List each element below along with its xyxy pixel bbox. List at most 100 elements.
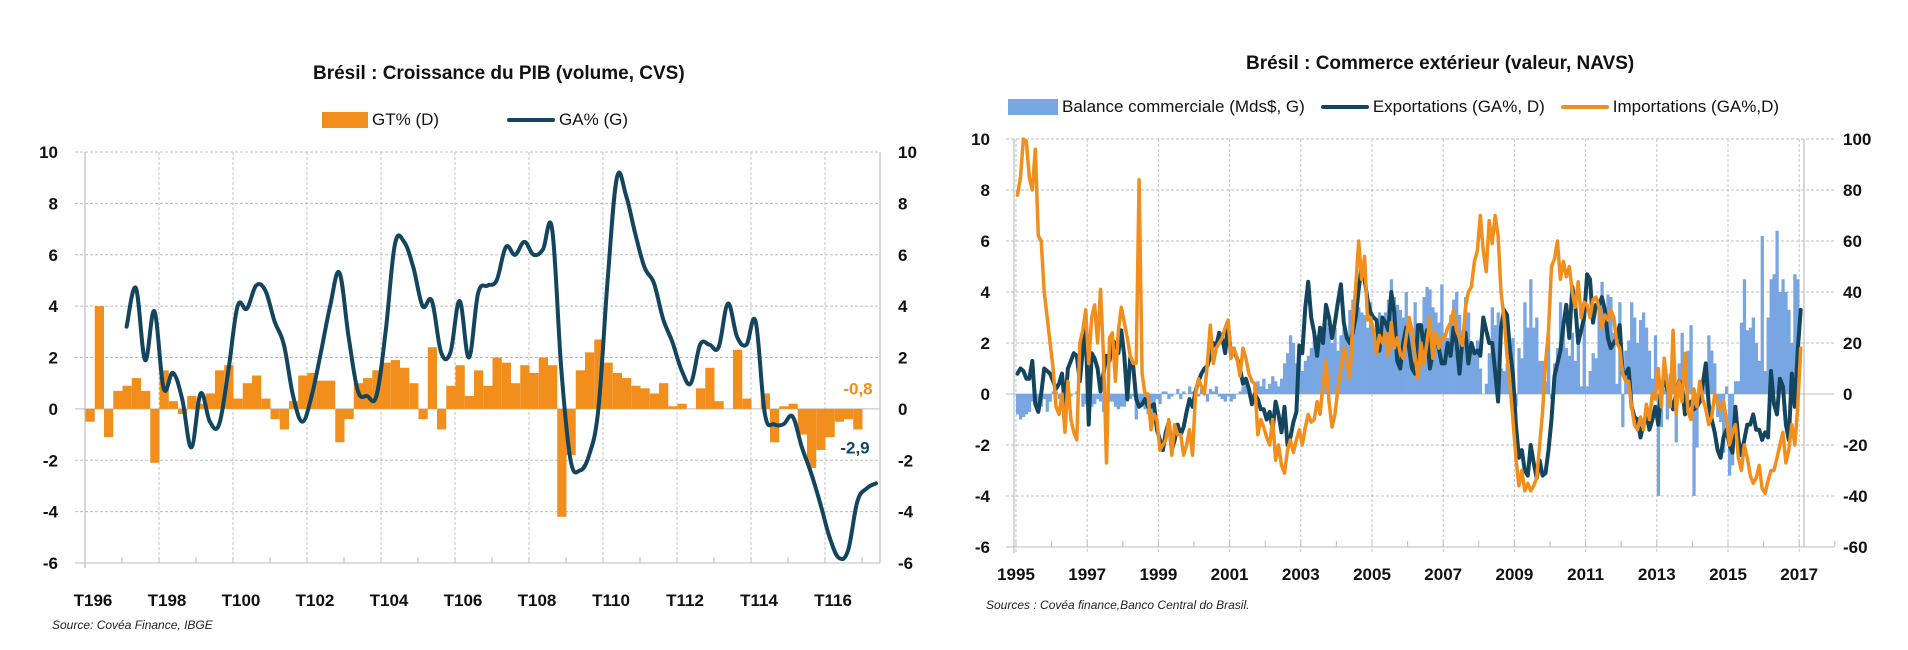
bar-balance [1271, 376, 1275, 394]
bar-gt [483, 385, 493, 409]
bar-gt [335, 408, 345, 443]
annotation-ga-last: -2,9 [840, 438, 869, 457]
bar-balance [1689, 325, 1693, 394]
bar-balance [1016, 394, 1020, 415]
y-tick-label-right: -6 [898, 554, 913, 573]
bar-balance [1259, 386, 1263, 394]
bar-gt [705, 367, 715, 409]
y-tick-label-right: 8 [898, 194, 907, 213]
bar-balance [1369, 302, 1373, 394]
bar-gt [733, 349, 743, 409]
bar-balance [1561, 330, 1566, 394]
bar-gt [446, 385, 456, 409]
bar-balance [1781, 279, 1785, 394]
bar-gt [298, 375, 308, 409]
bar-balance [1665, 394, 1669, 420]
bar-balance [1383, 312, 1388, 394]
bar-balance [1452, 299, 1456, 394]
bar-balance [1315, 335, 1319, 394]
bar-gt [585, 352, 595, 409]
bar-gt [104, 408, 114, 438]
bar-gt [529, 372, 539, 409]
bar-gt [224, 365, 234, 409]
right-chart-source: Sources : Covéa finance,Banco Central do… [986, 598, 1250, 612]
bar-gt [261, 398, 271, 409]
y-tick-label-left: 2 [49, 349, 58, 368]
bar-balance [1099, 394, 1103, 402]
bar-balance [1137, 394, 1141, 405]
bar-balance [1191, 391, 1195, 394]
y-tick-label-left: 0 [49, 400, 58, 419]
x-tick-label: 2007 [1424, 565, 1462, 584]
y-tick-label-left: 4 [981, 283, 991, 302]
bar-balance [1113, 394, 1118, 407]
bar-gt [501, 362, 511, 409]
x-tick-label: 2017 [1780, 565, 1818, 584]
bar-balance [1161, 391, 1165, 394]
right-chart-legend: Balance commerciale (Mds$, G) Exportatio… [1008, 97, 1805, 117]
bar-balance [1434, 312, 1438, 394]
bar-balance [1695, 394, 1699, 448]
bar-balance [1713, 363, 1717, 394]
y-tick-label-left: -6 [43, 554, 58, 573]
y-tick-label-right: 20 [1843, 334, 1862, 353]
x-tick-label: T108 [518, 591, 557, 610]
legend-item-ga: GA% (G) [507, 110, 628, 130]
bar-balance [1600, 281, 1604, 394]
line-ga [124, 170, 878, 562]
bar-balance [1179, 394, 1183, 400]
bar-balance [1211, 391, 1216, 394]
bar-gt [122, 385, 132, 409]
bar-balance [1030, 394, 1035, 402]
legend-label: GT% (D) [372, 110, 440, 129]
x-tick-label: T100 [222, 591, 261, 610]
bar-balance [1024, 394, 1029, 415]
bar-gt [788, 403, 798, 409]
bar-balance [1588, 371, 1592, 394]
bar-gt [205, 393, 215, 409]
legend-item-balance: Balance commerciale (Mds$, G) [1008, 97, 1305, 117]
bar-gt [85, 408, 95, 422]
bar-balance [1502, 371, 1506, 394]
bar-balance [1321, 343, 1325, 394]
bar-balance [1594, 358, 1598, 394]
bar-balance [1644, 327, 1649, 394]
bar-balance [1680, 332, 1684, 394]
bar-balance [1128, 394, 1132, 400]
bar-balance [1220, 394, 1224, 400]
bar-gt [575, 370, 585, 409]
bar-gt [464, 396, 474, 409]
bar-balance [1647, 350, 1652, 394]
bar-balance [1739, 322, 1744, 394]
bar-balance [1591, 353, 1595, 394]
legend-item-exports: Exportations (GA%, D) [1320, 97, 1545, 117]
bar-balance [1027, 394, 1032, 412]
bar-balance [1116, 394, 1121, 410]
bar-balance [1692, 394, 1696, 496]
bar-gt [363, 378, 373, 409]
bar-balance [1564, 348, 1569, 394]
bar-gt [279, 408, 289, 430]
bar-balance [1538, 360, 1542, 394]
bar-balance [1517, 348, 1521, 394]
y-tick-label-left: -2 [975, 436, 990, 455]
bar-balance [1757, 360, 1761, 394]
y-tick-label-right: -2 [898, 451, 913, 470]
bar-gt [474, 370, 484, 409]
bar-balance [1621, 394, 1625, 428]
bar-balance [1196, 394, 1201, 397]
bar-balance [1754, 343, 1758, 394]
bar-balance [1330, 343, 1334, 394]
bar-balance [1122, 394, 1127, 407]
line-imports [1015, 137, 1803, 496]
bar-balance [1461, 330, 1465, 394]
bar-balance [1081, 394, 1085, 407]
bar-balance [1110, 394, 1115, 402]
bar-balance [1659, 394, 1664, 428]
x-tick-label: T110 [592, 591, 630, 610]
bar-balance [1303, 360, 1308, 394]
x-tick-label: T106 [444, 591, 483, 610]
bar-balance [1021, 394, 1026, 417]
bar-balance [1366, 327, 1370, 394]
